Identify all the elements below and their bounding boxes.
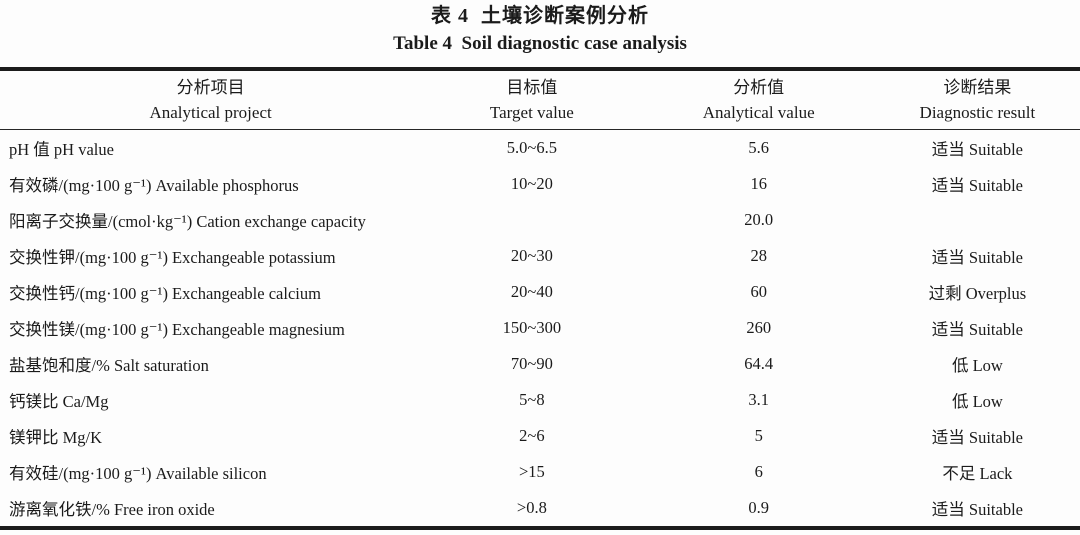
project-cell: pH 值 pH value (9, 140, 114, 159)
diagnostic-result-cell: 适当 Suitable (931, 428, 1023, 447)
target-value-cell: 5.0~6.5 (506, 138, 557, 157)
target-value-cell: 20~30 (510, 246, 553, 265)
target-value-cell: 2~6 (519, 426, 545, 445)
table-caption-en: Table 4 Soil diagnostic case analysis (393, 33, 687, 54)
target-value-cell: 20~40 (510, 282, 553, 301)
table-row: 交换性钙/(mg·100 g⁻¹) Exchangeable calcium 2… (0, 274, 1080, 310)
col-header-analytical-project-en: Analytical project (149, 103, 272, 122)
diagnostic-result-cell: 适当 Suitable (931, 248, 1023, 267)
project-cell: 交换性钾/(mg·100 g⁻¹) Exchangeable potassium (9, 248, 336, 267)
col-header-analytical-value: 分析值 Analytical value (643, 69, 875, 130)
project-cell: 有效硅/(mg·100 g⁻¹) Available silicon (9, 464, 267, 483)
soil-diagnostic-table: 分析项目 Analytical project 目标值 Target value… (0, 67, 1080, 530)
project-cell: 阳离子交换量/(cmol·kg⁻¹) Cation exchange capac… (9, 212, 366, 231)
target-value-cell: >0.8 (516, 498, 547, 517)
diagnostic-result-cell: 适当 Suitable (931, 500, 1023, 519)
analytical-value-cell: 3.1 (748, 390, 769, 409)
target-value-cell: 150~300 (502, 318, 562, 337)
table-row: 盐基饱和度/% Salt saturation 70~90 64.4 低 Low (0, 346, 1080, 382)
analytical-value-cell: 64.4 (744, 354, 774, 373)
col-header-target-value: 目标值 Target value (421, 69, 642, 130)
target-value-cell: 5~8 (519, 390, 545, 409)
target-value-cell (421, 202, 642, 238)
analytical-value-cell: 5 (754, 426, 763, 445)
col-header-target-value-zh: 目标值 (506, 78, 558, 97)
table-row: 游离氧化铁/% Free iron oxide >0.8 0.9 适当 Suit… (0, 490, 1080, 528)
table-row: 交换性钾/(mg·100 g⁻¹) Exchangeable potassium… (0, 238, 1080, 274)
analytical-value-cell: 20.0 (744, 210, 774, 229)
target-value-cell: 70~90 (510, 354, 553, 373)
analytical-value-cell: 28 (750, 246, 767, 265)
table-row: 交换性镁/(mg·100 g⁻¹) Exchangeable magnesium… (0, 310, 1080, 346)
diagnostic-result-cell: 适当 Suitable (931, 176, 1023, 195)
col-header-analytical-value-zh: 分析值 (733, 78, 785, 97)
analytical-value-cell: 16 (750, 174, 767, 193)
project-cell: 钙镁比 Ca/Mg (9, 392, 109, 411)
project-cell: 有效磷/(mg·100 g⁻¹) Available phosphorus (9, 176, 299, 195)
table-row: 钙镁比 Ca/Mg 5~8 3.1 低 Low (0, 382, 1080, 418)
table-row: 有效磷/(mg·100 g⁻¹) Available phosphorus 10… (0, 166, 1080, 202)
project-cell: 交换性镁/(mg·100 g⁻¹) Exchangeable magnesium (9, 320, 345, 339)
project-cell: 盐基饱和度/% Salt saturation (9, 356, 209, 375)
header-row: 分析项目 Analytical project 目标值 Target value… (0, 69, 1080, 130)
diagnostic-result-cell: 低 Low (951, 356, 1003, 375)
project-cell: 游离氧化铁/% Free iron oxide (9, 500, 215, 519)
table-row: pH 值 pH value 5.0~6.5 5.6 适当 Suitable (0, 130, 1080, 167)
analytical-value-cell: 60 (750, 282, 767, 301)
col-header-analytical-value-en: Analytical value (702, 103, 815, 122)
diagnostic-result-cell: 不足 Lack (942, 464, 1013, 483)
project-cell: 交换性钙/(mg·100 g⁻¹) Exchangeable calcium (9, 284, 321, 303)
table-row: 阳离子交换量/(cmol·kg⁻¹) Cation exchange capac… (0, 202, 1080, 238)
analytical-value-cell: 6 (754, 462, 763, 481)
project-cell: 镁钾比 Mg/K (9, 428, 103, 447)
col-header-diagnostic-result-en: Diagnostic result (919, 103, 1036, 122)
analytical-value-cell: 0.9 (748, 498, 769, 517)
diagnostic-result-cell (875, 202, 1080, 238)
col-header-target-value-en: Target value (489, 103, 574, 122)
target-value-cell: 10~20 (510, 174, 553, 193)
col-header-diagnostic-result-zh: 诊断结果 (943, 78, 1012, 97)
col-header-diagnostic-result: 诊断结果 Diagnostic result (875, 69, 1080, 130)
diagnostic-result-cell: 适当 Suitable (931, 140, 1023, 159)
col-header-analytical-project: 分析项目 Analytical project (0, 69, 421, 130)
target-value-cell: >15 (518, 462, 545, 481)
diagnostic-result-cell: 适当 Suitable (931, 320, 1023, 339)
analytical-value-cell: 5.6 (748, 138, 769, 157)
table-caption-zh: 表 4 土壤诊断案例分析 (431, 5, 649, 27)
table-row: 镁钾比 Mg/K 2~6 5 适当 Suitable (0, 418, 1080, 454)
table-row: 有效硅/(mg·100 g⁻¹) Available silicon >15 6… (0, 454, 1080, 490)
analytical-value-cell: 260 (746, 318, 772, 337)
col-header-analytical-project-zh: 分析项目 (176, 78, 245, 97)
diagnostic-result-cell: 过剩 Overplus (928, 284, 1027, 303)
diagnostic-result-cell: 低 Low (951, 392, 1003, 411)
